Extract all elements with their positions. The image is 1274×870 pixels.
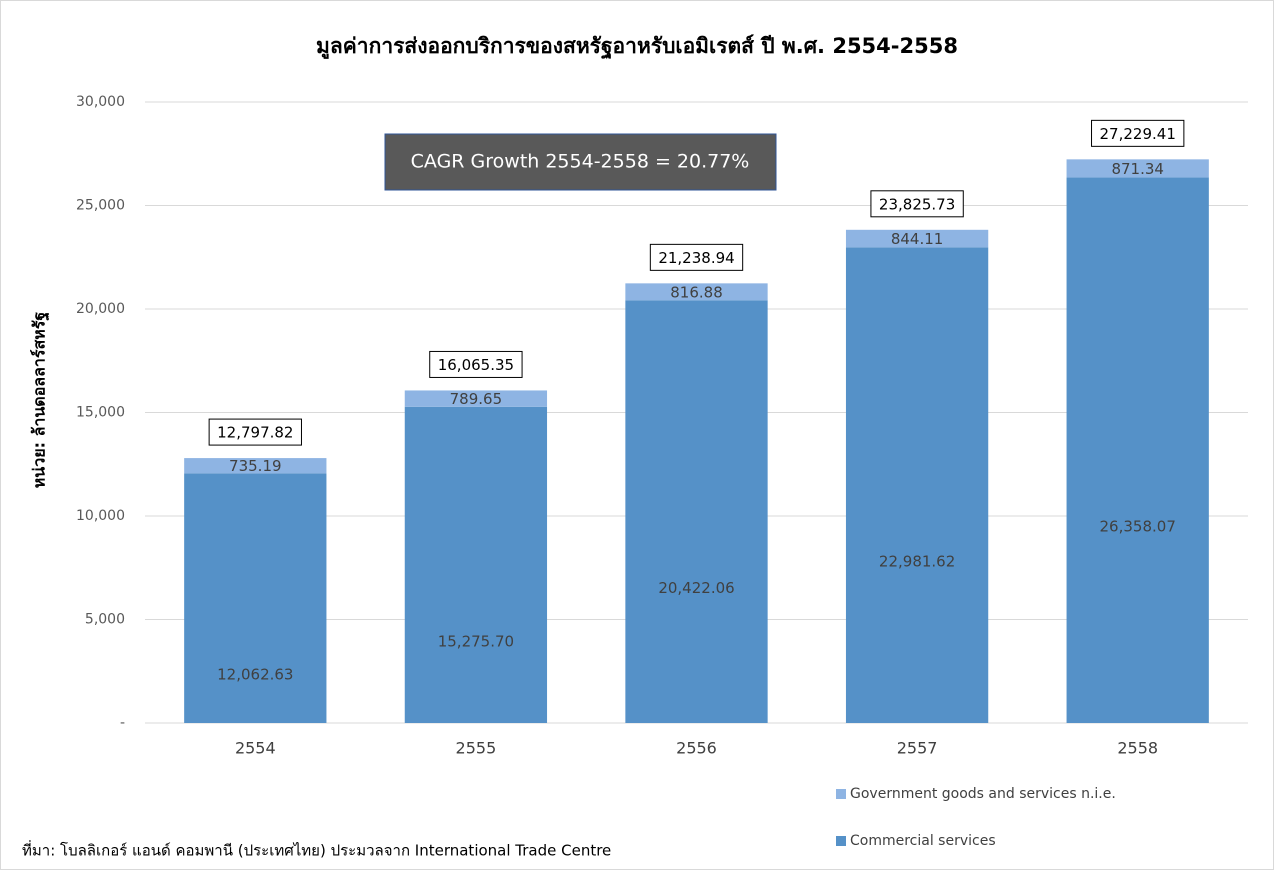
total-label: 21,238.94 xyxy=(658,249,734,267)
y-tick-label: 25,000 xyxy=(76,198,125,214)
x-tick-label: 2558 xyxy=(1117,739,1158,758)
bar-segment xyxy=(1066,159,1209,178)
y-tick-label: 20,000 xyxy=(76,301,125,317)
bar-segment xyxy=(1066,177,1209,724)
value-label: 844.11 xyxy=(891,230,944,248)
bar-segment xyxy=(404,406,548,723)
total-label: 27,229.41 xyxy=(1100,125,1176,143)
total-label: 12,797.82 xyxy=(217,424,293,442)
bar-segment xyxy=(184,458,327,474)
legend-swatch xyxy=(836,789,846,799)
value-label: 871.34 xyxy=(1111,160,1164,178)
value-label: 12,062.63 xyxy=(217,666,293,684)
source-note: ที่มา: โบลลิเกอร์ แอนด์ คอมพานี (ประเทศไ… xyxy=(22,840,611,860)
total-label-box xyxy=(208,418,302,446)
bar-segment xyxy=(404,390,548,407)
x-tick-label: 2557 xyxy=(897,739,938,758)
y-tick-label: 5,000 xyxy=(85,612,125,628)
value-label: 789.65 xyxy=(450,390,503,408)
value-label: 816.88 xyxy=(670,283,723,301)
x-tick-label: 2556 xyxy=(676,739,717,758)
y-tick-label: 30,000 xyxy=(76,94,125,110)
x-tick-label: 2555 xyxy=(456,739,497,758)
value-label: 22,981.62 xyxy=(879,553,955,571)
value-label: 20,422.06 xyxy=(658,579,734,597)
bar-segment xyxy=(625,283,768,301)
total-label: 16,065.35 xyxy=(438,356,514,374)
bar-segment xyxy=(184,473,327,723)
bar-segment xyxy=(845,229,989,248)
bar-segment xyxy=(625,300,768,723)
legend-label: Commercial services xyxy=(850,833,996,849)
chart-title: มูลค่าการส่งออกบริการของสหรัฐอาหรับเอมิเ… xyxy=(316,34,958,60)
y-tick-label: 15,000 xyxy=(76,405,125,421)
legend-label: Government goods and services n.i.e. xyxy=(850,786,1116,802)
total-label-box xyxy=(429,350,523,378)
y-tick-label: - xyxy=(120,715,125,731)
legend-swatch xyxy=(836,836,846,846)
x-tick-label: 2554 xyxy=(235,739,276,758)
total-label: 23,825.73 xyxy=(879,195,955,213)
value-label: 15,275.70 xyxy=(438,632,514,650)
y-axis-label: หน่วย: ล้านดอลลาร์สหรัฐ xyxy=(30,312,50,489)
total-label-box xyxy=(870,190,964,218)
total-label-box xyxy=(1091,119,1185,147)
annotation-box xyxy=(384,133,777,191)
total-label-box xyxy=(649,243,744,271)
annotation: CAGR Growth 2554-2558 = 20.77% xyxy=(411,151,750,173)
value-label: 735.19 xyxy=(229,457,282,475)
y-tick-label: 10,000 xyxy=(76,508,125,524)
value-label: 26,358.07 xyxy=(1100,518,1176,536)
bar-segment xyxy=(845,247,989,724)
